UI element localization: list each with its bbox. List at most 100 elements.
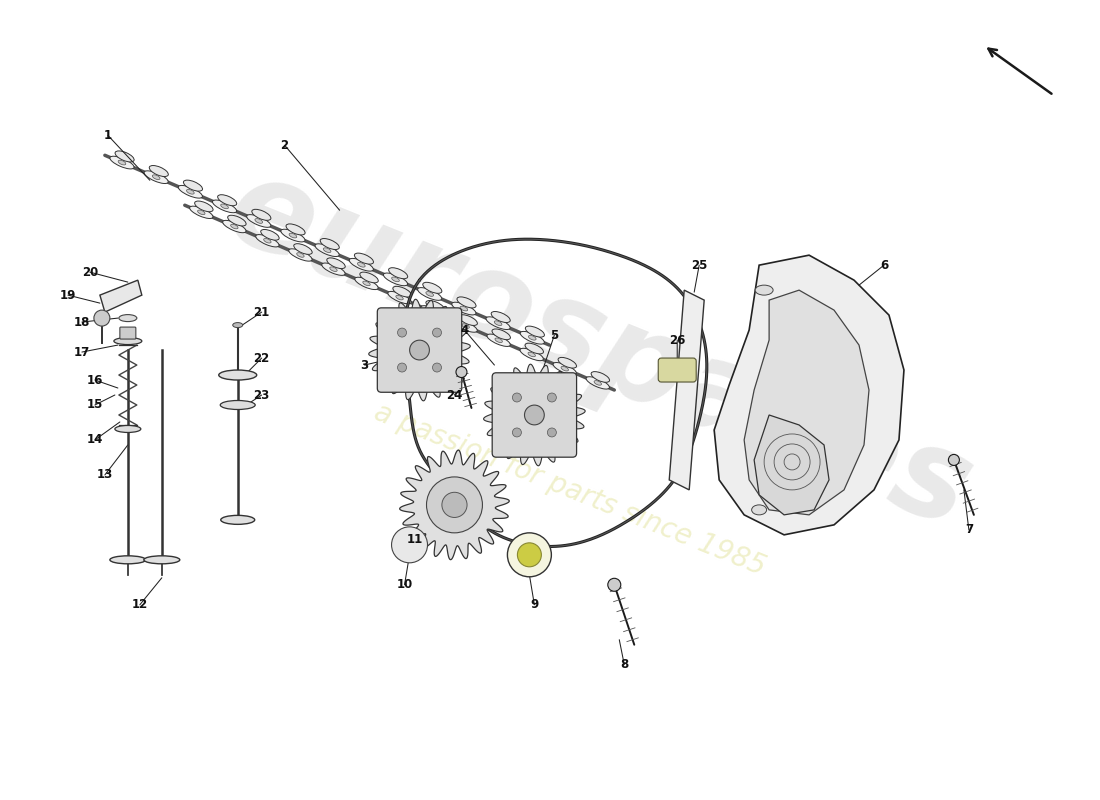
- Ellipse shape: [195, 201, 213, 212]
- Circle shape: [456, 366, 468, 378]
- Circle shape: [548, 428, 557, 437]
- Polygon shape: [368, 299, 471, 401]
- Text: 2: 2: [280, 138, 288, 152]
- Text: 11: 11: [406, 534, 422, 546]
- Circle shape: [432, 363, 441, 372]
- Ellipse shape: [222, 220, 246, 233]
- Ellipse shape: [520, 331, 544, 344]
- Ellipse shape: [396, 295, 404, 300]
- Ellipse shape: [388, 268, 408, 278]
- Ellipse shape: [355, 278, 378, 290]
- Ellipse shape: [119, 314, 136, 322]
- Text: 24: 24: [447, 389, 463, 402]
- Circle shape: [948, 454, 959, 466]
- Text: 26: 26: [669, 334, 685, 346]
- Ellipse shape: [494, 321, 502, 326]
- FancyBboxPatch shape: [377, 308, 462, 392]
- Ellipse shape: [525, 343, 543, 354]
- Ellipse shape: [189, 206, 213, 218]
- Ellipse shape: [184, 180, 202, 191]
- Ellipse shape: [252, 210, 271, 220]
- Polygon shape: [669, 290, 704, 490]
- Text: 12: 12: [132, 598, 148, 611]
- Circle shape: [397, 328, 407, 337]
- Ellipse shape: [528, 335, 536, 340]
- Text: 1: 1: [103, 129, 112, 142]
- Text: 14: 14: [87, 434, 103, 446]
- Ellipse shape: [218, 194, 236, 206]
- Circle shape: [517, 543, 541, 567]
- Polygon shape: [714, 255, 904, 535]
- Circle shape: [513, 428, 521, 437]
- Text: 6: 6: [880, 258, 888, 272]
- Ellipse shape: [114, 338, 142, 345]
- Ellipse shape: [144, 556, 179, 564]
- Text: 21: 21: [254, 306, 270, 318]
- Ellipse shape: [421, 306, 444, 318]
- Text: 19: 19: [59, 289, 76, 302]
- Ellipse shape: [561, 366, 569, 371]
- Ellipse shape: [261, 230, 279, 240]
- Text: 3: 3: [361, 358, 368, 371]
- Ellipse shape: [755, 285, 773, 295]
- Circle shape: [548, 393, 557, 402]
- Ellipse shape: [231, 224, 238, 229]
- Ellipse shape: [228, 215, 246, 226]
- Ellipse shape: [150, 166, 168, 177]
- Ellipse shape: [315, 244, 339, 257]
- Ellipse shape: [452, 302, 476, 315]
- Ellipse shape: [349, 258, 373, 271]
- Ellipse shape: [110, 556, 146, 564]
- Ellipse shape: [528, 352, 536, 357]
- Text: 18: 18: [74, 315, 90, 329]
- Ellipse shape: [426, 292, 433, 296]
- Ellipse shape: [459, 314, 477, 326]
- Ellipse shape: [426, 301, 444, 311]
- Text: 25: 25: [691, 258, 707, 272]
- Ellipse shape: [495, 338, 503, 342]
- Text: 9: 9: [530, 598, 539, 611]
- Polygon shape: [484, 364, 585, 466]
- Polygon shape: [744, 290, 869, 515]
- Ellipse shape: [286, 224, 305, 235]
- FancyBboxPatch shape: [492, 373, 576, 457]
- Ellipse shape: [558, 358, 576, 368]
- Ellipse shape: [358, 262, 365, 267]
- Ellipse shape: [553, 362, 576, 375]
- Ellipse shape: [233, 322, 243, 327]
- Circle shape: [608, 578, 620, 591]
- Circle shape: [397, 363, 407, 372]
- Ellipse shape: [255, 218, 263, 223]
- Ellipse shape: [751, 505, 767, 515]
- Ellipse shape: [354, 253, 374, 264]
- Ellipse shape: [144, 171, 168, 183]
- Ellipse shape: [392, 277, 399, 282]
- Circle shape: [525, 405, 544, 425]
- Ellipse shape: [220, 401, 255, 410]
- Ellipse shape: [327, 258, 345, 269]
- FancyBboxPatch shape: [658, 358, 696, 382]
- Ellipse shape: [198, 210, 205, 214]
- Ellipse shape: [330, 267, 338, 271]
- Ellipse shape: [255, 234, 279, 247]
- Circle shape: [432, 328, 441, 337]
- Ellipse shape: [460, 306, 467, 311]
- Ellipse shape: [221, 204, 229, 209]
- Text: eurospares: eurospares: [210, 146, 988, 554]
- Ellipse shape: [114, 426, 141, 433]
- Ellipse shape: [264, 238, 271, 243]
- Ellipse shape: [280, 230, 305, 242]
- FancyBboxPatch shape: [120, 327, 135, 339]
- Text: 5: 5: [550, 329, 559, 342]
- Ellipse shape: [591, 372, 609, 382]
- Ellipse shape: [418, 288, 442, 300]
- Ellipse shape: [594, 381, 602, 385]
- Ellipse shape: [320, 238, 339, 250]
- Ellipse shape: [526, 326, 544, 337]
- Ellipse shape: [289, 249, 312, 261]
- Ellipse shape: [456, 297, 476, 308]
- Ellipse shape: [322, 263, 345, 275]
- Circle shape: [507, 533, 551, 577]
- Circle shape: [427, 477, 483, 533]
- Circle shape: [442, 492, 468, 518]
